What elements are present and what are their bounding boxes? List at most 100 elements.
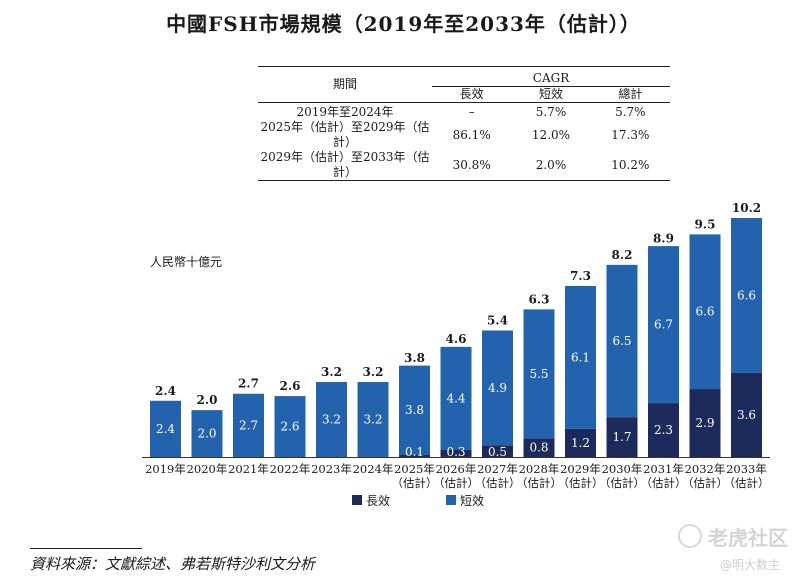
bar-short-acting	[357, 382, 389, 457]
period-cell: 2029年（估計）至2033年（估計）	[258, 150, 432, 181]
legend-label: 短效	[460, 493, 484, 508]
bar-long-acting	[399, 454, 430, 457]
data-label-long-acting: 0.8	[529, 441, 548, 455]
value-cell: 10.2%	[590, 150, 670, 181]
data-label-long-acting: 1.2	[571, 436, 590, 450]
x-tick-label: （估計）	[724, 476, 770, 490]
x-tick-label: 2025年	[394, 462, 435, 476]
bar-short-acting	[233, 393, 264, 457]
y-axis-label: 人民幣十億元	[150, 255, 222, 269]
x-tick-label: （估計）	[392, 476, 438, 490]
data-label-short-acting: 6.7	[654, 318, 673, 332]
data-label-total: 2.0	[197, 393, 218, 407]
bar-short-acting	[482, 330, 513, 446]
bar-short-acting	[191, 410, 223, 457]
data-label-total: 10.2	[732, 201, 761, 215]
table-row: 2029年（估計）至2033年（估計） 30.8% 2.0% 10.2%	[258, 150, 670, 181]
value-cell: 17.3%	[611, 127, 650, 142]
x-tick-label: 2021年	[228, 462, 269, 476]
value-cell: 86.1%	[452, 127, 491, 142]
x-tick-label: 2033年	[726, 462, 767, 476]
bar-long-acting	[606, 417, 638, 457]
data-label-short-acting: 3.2	[363, 413, 382, 427]
data-label-short-acting: 5.5	[529, 367, 548, 381]
data-label-total: 8.2	[612, 248, 633, 262]
x-tick-label: 2019年	[145, 462, 186, 476]
bar-long-acting	[565, 428, 596, 457]
source-divider	[30, 548, 142, 549]
data-label-short-acting: 2.4	[156, 422, 175, 436]
x-tick-label: 2026年	[436, 462, 477, 476]
x-tick-label: （估計）	[433, 476, 479, 490]
period-cell: 2019年至2024年	[296, 105, 394, 119]
table-row: 2019年至2024年 – 5.7% 5.7%	[258, 103, 670, 121]
data-label-short-acting: 2.0	[197, 427, 216, 441]
chart-title: 中國FSH市場規模（2019年至2033年（估計））	[166, 12, 641, 36]
cagr-header: CAGR	[432, 66, 670, 87]
value-cell: 2.0%	[511, 150, 591, 181]
data-label-short-acting: 4.9	[488, 381, 507, 395]
bar-long-acting	[440, 449, 472, 457]
x-tick-label: 2032年	[685, 462, 726, 476]
source-note: 資料來源：文獻綜述、弗若斯特沙利文分析	[30, 555, 316, 573]
data-label-total: 3.2	[321, 365, 342, 379]
value-cell: 30.8%	[432, 150, 512, 181]
x-tick-label: 2027年	[477, 462, 518, 476]
period-header: 期間	[258, 66, 432, 103]
x-tick-label: （估計）	[599, 476, 645, 490]
data-label-total: 6.3	[529, 292, 550, 306]
data-label-short-acting: 3.2	[322, 413, 341, 427]
data-label-short-acting: 6.5	[612, 334, 631, 348]
data-label-long-acting: 2.3	[654, 423, 673, 437]
bar-short-acting	[399, 365, 430, 455]
data-label-long-acting: 0.1	[405, 445, 424, 459]
period-cell: 2025年（估計）至2029年（估計）	[260, 120, 430, 149]
value-cell: 5.7%	[535, 105, 567, 119]
bar-long-acting	[523, 438, 555, 457]
bar-short-acting	[648, 246, 679, 404]
data-label-long-acting: 0.5	[488, 445, 507, 459]
x-tick-label: （估計）	[516, 476, 562, 490]
bar-short-acting	[689, 234, 721, 390]
bar-short-acting	[606, 264, 638, 418]
bar-short-acting	[274, 396, 306, 457]
bar-short-acting	[565, 285, 596, 429]
x-tick-label: （估計）	[558, 476, 604, 490]
bar-short-acting	[731, 218, 762, 373]
data-label-long-acting: 0.3	[446, 445, 465, 459]
column-header-total: 總計	[590, 86, 670, 103]
x-tick-label: （估計）	[682, 476, 728, 490]
legend-label: 長效	[366, 493, 390, 508]
data-label-total: 3.2	[363, 365, 384, 379]
bar-long-acting	[689, 389, 721, 457]
cagr-table: 期間 CAGR 長效 短效 總計 2019年至2024年 – 5.7% 5.7%…	[258, 66, 670, 181]
watermark-handle: @明大数主	[720, 558, 781, 572]
x-tick-label: 2028年	[519, 462, 560, 476]
x-tick-label: 2023年	[311, 462, 352, 476]
bar-short-acting	[523, 309, 555, 439]
x-tick-label: （估計）	[641, 476, 687, 490]
data-label-total: 5.4	[487, 313, 508, 327]
data-label-total: 4.6	[446, 332, 467, 346]
x-tick-label: 2020年	[187, 462, 228, 476]
data-label-short-acting: 6.6	[695, 305, 714, 319]
x-tick-label: 2030年	[602, 462, 643, 476]
data-label-short-acting: 2.6	[280, 420, 299, 434]
table-row: 2025年（估計）至2029年（估計） 86.1% 12.0% 17.3%	[258, 120, 670, 150]
data-label-total: 2.7	[238, 377, 259, 391]
watermark-brand: 老虎社区	[708, 526, 788, 550]
data-label-total: 9.5	[695, 217, 716, 231]
value-cell: –	[468, 105, 475, 119]
value-cell: 12.0%	[531, 127, 571, 142]
data-label-short-acting: 6.6	[737, 288, 756, 302]
data-label-long-acting: 3.6	[737, 408, 756, 422]
x-tick-label: （估計）	[475, 476, 521, 490]
legend-swatch	[352, 495, 362, 505]
legend-swatch	[446, 495, 456, 505]
data-label-total: 8.9	[653, 231, 674, 245]
data-label-total: 7.3	[570, 269, 591, 283]
data-label-short-acting: 6.1	[571, 350, 590, 364]
column-header-short: 短效	[511, 86, 591, 103]
bar-short-acting	[316, 382, 347, 457]
